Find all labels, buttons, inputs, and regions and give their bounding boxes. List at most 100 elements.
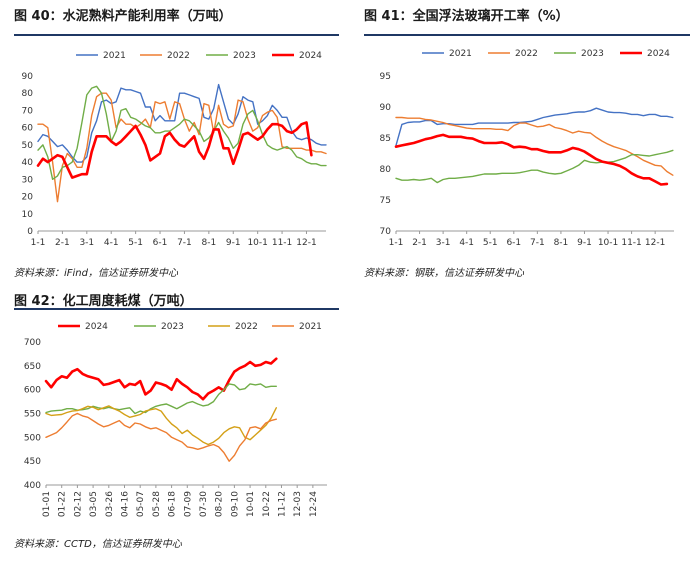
fig41-chart: 70 75 80 85 90 95 1-1 2-1 3-1 4-1 5-1 6-1 7-1 8-1 9-1 1… <box>380 49 674 248</box>
fig42-ytick-6: 700 <box>24 338 41 348</box>
fig40-ytick-3: 30 <box>22 175 34 185</box>
fig41-xtick-4: 5-1 <box>483 238 498 248</box>
fig42-xtick-9: 07-09 <box>183 491 193 517</box>
fig42-xtick-10: 07-30 <box>199 491 209 517</box>
fig40-chart: 0 10 20 30 40 50 60 70 80 90 1-1 2-1 3-1 4-1 5-1 6-1 7-1… <box>22 51 327 248</box>
fig41-ytick-5: 95 <box>380 72 391 82</box>
fig40-xtick-5: 6-1 <box>153 238 168 248</box>
fig42-legend-label-2023: 2023 <box>161 322 184 332</box>
fig41-ytick-2: 80 <box>380 165 392 175</box>
fig40-xtick-11: 12-1 <box>296 238 316 248</box>
fig42-xtick-13: 10-01 <box>246 491 256 517</box>
fig42-legend-label-2024: 2024 <box>85 322 108 332</box>
fig40-xtick-1: 2-1 <box>55 238 70 248</box>
fig41-legend-label-2024: 2024 <box>647 49 670 59</box>
fig41-series-2024 <box>394 133 669 186</box>
fig41-ytick-0: 70 <box>380 227 392 237</box>
fig40-title-rule <box>14 34 339 36</box>
fig40-ytick-2: 20 <box>22 193 34 203</box>
fig41-xtick-2: 3-1 <box>436 238 451 248</box>
fig42-xtick-11: 08-20 <box>215 491 225 517</box>
fig42-series-2024 <box>44 357 278 401</box>
fig42-xtick-15: 11-12 <box>277 491 287 517</box>
fig40-legend-label-2022: 2022 <box>167 51 190 61</box>
fig42-xtick-3: 03-05 <box>89 491 99 517</box>
fig41-series-2022 <box>395 116 674 176</box>
fig40-ytick-5: 50 <box>22 141 34 151</box>
fig42-xtick-1: 01-22 <box>58 491 68 517</box>
fig40-xtick-2: 3-1 <box>79 238 94 248</box>
fig41-ytick-4: 90 <box>380 103 392 113</box>
fig42-legend-label-2021: 2021 <box>299 322 322 332</box>
fig42-xtick-17: 12-24 <box>309 491 319 517</box>
fig42-ytick-5: 650 <box>24 362 41 372</box>
fig42-source: 资料来源：CCTD，信达证券研发中心 <box>14 539 182 550</box>
fig40-ytick-1: 10 <box>22 210 34 220</box>
fig41-title: 图 41：全国浮法玻璃开工率（%） <box>364 9 569 24</box>
fig40-ytick-6: 60 <box>22 124 34 134</box>
fig41-title-rule <box>364 34 690 36</box>
fig41-xtick-3: 4-1 <box>459 238 474 248</box>
fig40-xtick-8: 9-1 <box>226 238 241 248</box>
fig40-xtick-0: 1-1 <box>31 238 46 248</box>
fig42-xtick-12: 09-10 <box>230 491 240 517</box>
fig41-xtick-8: 9-1 <box>577 238 592 248</box>
fig42-ytick-2: 500 <box>24 433 41 443</box>
fig41-xtick-0: 1-1 <box>389 238 404 248</box>
fig41-source: 资料来源：钢联，信达证券研发中心 <box>364 268 524 279</box>
fig41-legend-label-2023: 2023 <box>581 49 604 59</box>
fig40-xtick-10: 11-1 <box>272 238 292 248</box>
fig40-legend-label-2024: 2024 <box>299 51 322 61</box>
fig40-xtick-3: 4-1 <box>104 238 119 248</box>
fig41-xtick-10: 11-1 <box>621 238 641 248</box>
fig41-xtick-9: 10-1 <box>598 238 618 248</box>
fig42-series-2022 <box>45 405 277 446</box>
fig40-xtick-9: 10-1 <box>247 238 267 248</box>
fig40-legend-label-2021: 2021 <box>103 51 126 61</box>
fig41-legend-label-2022: 2022 <box>515 49 538 59</box>
fig41-xtick-11: 12-1 <box>645 238 665 248</box>
fig42-ytick-4: 600 <box>24 386 41 396</box>
fig40-xtick-6: 7-1 <box>177 238 192 248</box>
fig42-xtick-16: 12-03 <box>293 491 303 517</box>
fig40-ytick-9: 90 <box>22 72 34 82</box>
fig40-source: 资料来源：iFind，信达证券研发中心 <box>14 268 178 279</box>
fig42-ytick-1: 450 <box>24 457 41 467</box>
fig41-series-2023 <box>395 149 674 184</box>
fig40-title: 图 40：水泥熟料产能利用率（万吨） <box>14 9 232 24</box>
fig42-xtick-7: 05-28 <box>152 491 162 517</box>
fig40-legend-label-2023: 2023 <box>233 51 256 61</box>
fig40-series-2021 <box>37 83 327 163</box>
fig41-xtick-1: 2-1 <box>412 238 427 248</box>
fig42-xtick-8: 06-18 <box>168 491 178 517</box>
fig40-series-2024 <box>36 121 313 179</box>
fig42-xtick-6: 05-07 <box>136 491 146 517</box>
fig42-xtick-0: 01-01 <box>42 491 52 517</box>
fig40-xtick-4: 5-1 <box>128 238 143 248</box>
fig40-xtick-7: 8-1 <box>201 238 216 248</box>
fig42-ytick-3: 550 <box>24 410 41 420</box>
fig40-series-2022 <box>37 92 327 203</box>
fig42-xtick-2: 02-12 <box>73 491 83 517</box>
fig41-ytick-3: 85 <box>380 134 391 144</box>
fig41-legend-label-2021: 2021 <box>449 49 472 59</box>
fig41-ytick-1: 75 <box>380 196 391 206</box>
fig40-ytick-8: 80 <box>22 89 34 99</box>
fig41-xtick-7: 8-1 <box>554 238 569 248</box>
fig42-chart: 400 450 500 550 600 650 700 01-01 01-22 02-12 03-0… <box>24 322 327 517</box>
fig41-xtick-6: 7-1 <box>530 238 545 248</box>
fig42-series-2021 <box>45 412 277 462</box>
fig41-xtick-5: 6-1 <box>506 238 521 248</box>
fig42-title: 图 42：化工周度耗煤（万吨） <box>14 294 193 309</box>
fig42-series-2023 <box>45 383 277 415</box>
fig40-ytick-0: 0 <box>27 227 33 237</box>
fig42-xtick-5: 04-16 <box>120 491 130 517</box>
fig42-title-rule <box>14 308 339 310</box>
fig42-xtick-14: 10-22 <box>262 491 272 517</box>
fig41-series-2021 <box>395 107 674 147</box>
fig42-xtick-4: 03-26 <box>105 491 115 517</box>
fig40-series-2023 <box>37 85 327 181</box>
fig42-legend-label-2022: 2022 <box>235 322 258 332</box>
fig42-ytick-0: 400 <box>24 481 41 491</box>
fig40-ytick-4: 40 <box>22 158 34 168</box>
